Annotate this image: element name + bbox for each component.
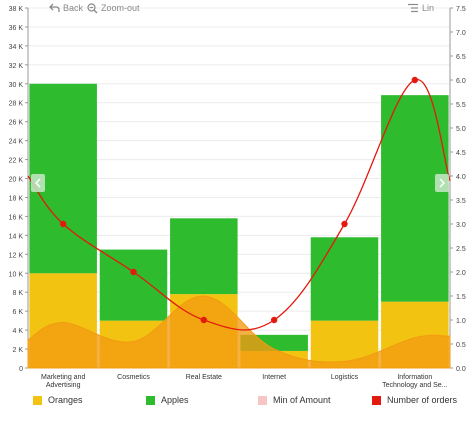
y-left-tick-label: 10 K [9, 271, 24, 278]
zoom-out-icon [87, 2, 98, 13]
y-right-tick-label: 7.0 [456, 30, 466, 37]
y-left-tick-label: 20 K [9, 177, 24, 184]
y-left-tick-label: 18 K [9, 195, 24, 202]
y-right-tick-label: 5.0 [456, 126, 466, 133]
y-left-tick-label: 4 K [12, 328, 23, 335]
back-button[interactable]: Back [49, 1, 83, 15]
legend-label-oranges: Oranges [48, 395, 83, 405]
y-right-tick-label: 2.5 [456, 246, 466, 253]
point-number-of-orders [59, 220, 67, 228]
y-right-tick-label: 4.5 [456, 150, 466, 157]
x-tick-label-line: Marketing and [41, 374, 85, 381]
back-label: Back [63, 3, 84, 13]
x-tick-label: Logistics [331, 374, 359, 381]
y-left-tick-label: 12 K [9, 252, 24, 259]
y-right-tick-label: 4.0 [456, 174, 466, 181]
point-number-of-orders [130, 268, 137, 276]
point-number-of-orders [200, 316, 208, 324]
y-left-tick-label: 26 K [9, 120, 24, 127]
chart-plot: 0 2 K 4 K 6 K 8 K 10 K 12 K 14 K 16 K 18 K 20 K 22 … [9, 6, 466, 389]
x-tick-label-line: Technology and Se... [382, 382, 447, 389]
x-tick-label-line: Internet [262, 374, 286, 381]
legend-item-number-of-orders[interactable]: Number of orders [372, 395, 457, 405]
y-left-tick-label: 28 K [9, 101, 24, 108]
legend-label-number-of-orders: Number of orders [387, 395, 458, 405]
legend-swatch-apples [146, 395, 155, 405]
y-right-tick-label: 1.5 [456, 294, 466, 301]
x-tick-label: Marketing and Advertising [41, 374, 85, 389]
bar-apples [99, 249, 168, 321]
legend-swatch-min-of-amount [258, 395, 267, 405]
y-left-tick-label: 16 K [9, 214, 24, 221]
scale-toggle-button[interactable]: Lin [408, 1, 434, 15]
y-right-tick-label: 0.5 [456, 342, 466, 349]
x-tick-label-line: Cosmetics [117, 374, 150, 381]
legend-swatch-oranges [33, 395, 42, 405]
x-tick-label: Information Technology and Se... [382, 374, 447, 389]
x-tick-label-line: Logistics [331, 374, 359, 381]
scale-label: Lin [422, 3, 435, 13]
x-tick-label: Cosmetics [117, 374, 150, 381]
y-right-tick-label: 3.0 [456, 222, 466, 229]
point-number-of-orders [411, 76, 419, 84]
back-arrow-icon [49, 3, 60, 12]
x-tick-label-line: Advertising [46, 382, 81, 389]
list-icon [408, 3, 418, 13]
y-left-tick-label: 32 K [9, 63, 24, 70]
legend-label-apples: Apples [161, 395, 189, 405]
point-number-of-orders [341, 220, 348, 228]
y-left-tick-label: 34 K [9, 44, 24, 51]
y-left-tick-label: 14 K [9, 233, 24, 240]
y-right-tick-label: 3.5 [456, 198, 466, 205]
chevron-left-icon [35, 178, 41, 188]
chart: 0 2 K 4 K 6 K 8 K 10 K 12 K 14 K 16 K 18 K 20 K 22 … [9, 6, 466, 389]
x-tick-label-line: Real Estate [186, 374, 222, 381]
legend-item-apples[interactable]: Apples [146, 395, 189, 405]
y-left-tick-label: 0 [19, 366, 23, 373]
y-left-tick-label: 38 K [9, 6, 24, 13]
x-tick-label-line: Information [397, 374, 432, 381]
y-left-tick-label: 22 K [9, 158, 24, 165]
y-left-tick-label: 8 K [12, 290, 23, 297]
y-right-tick-label: 6.0 [456, 78, 466, 85]
y-right-tick-label: 7.5 [456, 6, 466, 13]
x-tick-label: Internet [262, 374, 286, 381]
zoom-out-button[interactable]: Zoom-out [87, 1, 140, 15]
legend-swatch-number-of-orders [372, 395, 381, 405]
bar-apples [381, 95, 449, 302]
chart-legend [0, 428, 474, 444]
bar-apples [170, 218, 238, 295]
legend-label-min-of-amount: Min of Amount [273, 395, 331, 405]
y-left-tick-label: 36 K [9, 25, 24, 32]
legend-item-min-of-amount[interactable]: Min of Amount [258, 395, 331, 405]
y-left-tick-label: 30 K [9, 82, 24, 89]
point-number-of-orders [270, 316, 278, 324]
chevron-right-icon [439, 178, 445, 188]
zoom-out-label: Zoom-out [101, 3, 140, 13]
scroll-right-button[interactable] [435, 174, 449, 192]
y-right-tick-label: 2.0 [456, 270, 466, 277]
area-min-of-amount [27, 295, 451, 369]
bar-apples [310, 237, 379, 321]
y-right-tick-label: 0.0 [456, 366, 466, 373]
legend-item-oranges[interactable]: Oranges [33, 395, 83, 405]
y-right-tick-label: 5.5 [456, 102, 466, 109]
y-right-tick-label: 6.5 [456, 54, 466, 61]
scroll-left-button[interactable] [31, 174, 45, 192]
y-right-tick-label: 1.0 [456, 318, 466, 325]
y-left-tick-label: 24 K [9, 139, 24, 146]
y-left-tick-label: 6 K [12, 309, 23, 316]
x-tick-label: Real Estate [186, 374, 222, 381]
y-left-tick-label: 2 K [12, 347, 23, 354]
